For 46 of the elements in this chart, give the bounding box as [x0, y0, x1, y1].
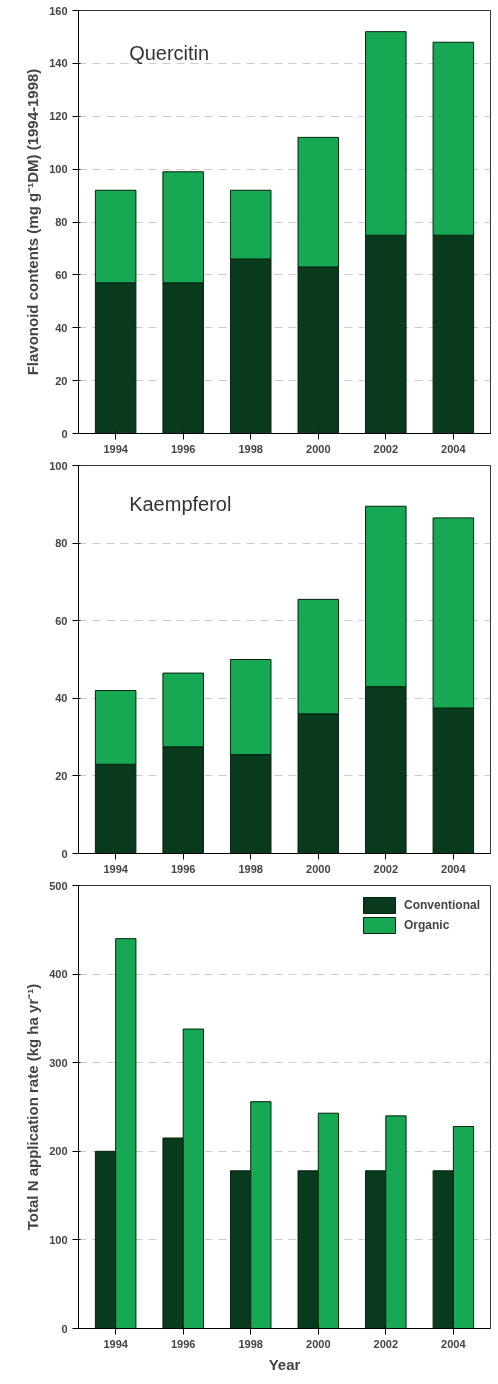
text: Kaempferol	[129, 493, 232, 516]
x-tick-label: 1996	[170, 862, 196, 875]
y-tick-label: 20	[55, 374, 68, 387]
x-tick-label: 2004	[441, 442, 467, 455]
y-tick-label: 40	[55, 321, 68, 334]
x-tick-label: 2002	[373, 1337, 399, 1350]
legend-label: Conventional	[403, 898, 480, 912]
y-tick-label: 60	[55, 614, 68, 627]
y-axis-title: Total N application rate (kg ha yr⁻¹)	[24, 983, 42, 1231]
x-tick-label: 2004	[441, 862, 467, 875]
y-tick-label: 140	[49, 57, 68, 70]
x-tick-label: 1996	[170, 442, 196, 455]
y-tick-label: 120	[49, 110, 68, 123]
x-tick-label: 2000	[306, 1337, 331, 1350]
x-axis-title: Year	[268, 1355, 301, 1373]
x-tick-label: 1998	[238, 1337, 263, 1350]
text: Quercitin	[129, 41, 210, 64]
y-tick-label: 100	[49, 459, 68, 472]
x-tick-label: 2002	[373, 862, 399, 875]
y-tick-label: 160	[49, 4, 68, 17]
y-tick-label: 500	[49, 879, 68, 892]
y-axis-title: Flavonoid contents (mg g⁻¹DM) (1994-1998)	[24, 68, 42, 376]
x-tick-label: 2000	[306, 442, 331, 455]
y-tick-label: 300	[49, 1056, 68, 1069]
x-tick-label: 1998	[238, 862, 263, 875]
y-tick-label: 20	[55, 769, 68, 782]
y-tick-label: 0	[61, 847, 68, 860]
y-tick-label: 0	[61, 427, 68, 440]
y-tick-label: 100	[49, 163, 68, 176]
y-tick-label: 400	[49, 968, 68, 981]
x-tick-label: 2000	[306, 862, 331, 875]
x-tick-label: 2004	[441, 1337, 467, 1350]
x-tick-label: 1996	[170, 1337, 196, 1350]
x-tick-label: 1994	[103, 442, 129, 455]
y-tick-label: 80	[55, 216, 68, 228]
legend-label: Organic	[403, 918, 450, 932]
x-tick-label: 1994	[103, 1337, 129, 1350]
y-tick-label: 60	[55, 268, 68, 281]
x-tick-label: 2002	[373, 442, 399, 455]
x-tick-label: 1994	[103, 862, 129, 875]
y-tick-label: 0	[61, 1322, 68, 1335]
y-tick-label: 40	[55, 692, 68, 705]
y-tick-label: 200	[49, 1145, 68, 1158]
y-tick-label: 80	[55, 537, 68, 550]
x-tick-label: 1998	[238, 442, 263, 455]
y-tick-label: 100	[49, 1233, 68, 1246]
